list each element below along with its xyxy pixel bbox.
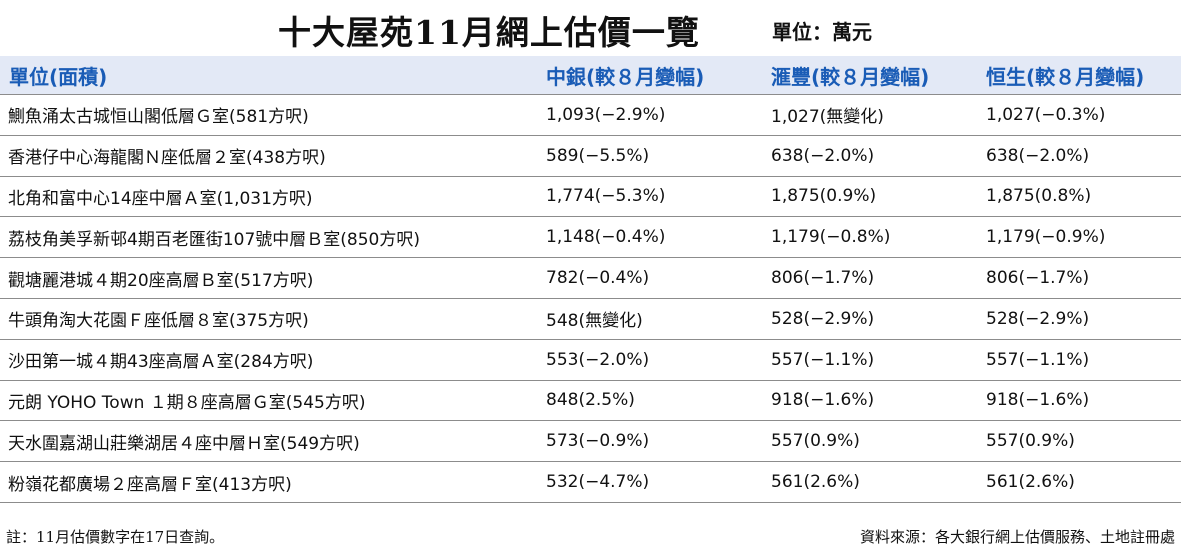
unit-cell: 粉嶺花都廣場２座高層Ｆ室(413方呎) — [8, 474, 292, 495]
table-row: 牛頭角淘大花園Ｆ座低層８室(375方呎) 548(無變化) 528(−2.9%)… — [0, 299, 1181, 340]
unit-cell: 荔枝角美孚新邨4期百老匯街107號中層Ｂ室(850方呎) — [8, 229, 420, 250]
boc-cell: 573(−0.9%) — [546, 431, 650, 452]
hang-seng-cell: 1,027(−0.3%) — [986, 104, 1106, 125]
boc-cell: 532(−4.7%) — [546, 472, 650, 493]
footer: 註：11月估價數字在17日查詢。 資料來源：各大銀行網上估價服務、土地註冊處 — [0, 516, 1181, 557]
unit-cell: 天水圍嘉湖山莊樂湖居４座中層Ｈ室(549方呎) — [8, 433, 360, 454]
boc-cell: 548(無變化) — [546, 311, 643, 332]
header-hsbc: 滙豐(較８月變幅) — [771, 64, 930, 89]
unit-cell: 觀塘麗港城４期20座高層Ｂ室(517方呎) — [8, 270, 314, 291]
boc-cell: 589(−5.5%) — [546, 145, 650, 166]
unit-cell: 北角和富中心14座中層Ａ室(1,031方呎) — [8, 188, 313, 209]
title-row: 十大屋苑11月網上估價一覽 單位：萬元 — [0, 0, 1181, 56]
table-row: 北角和富中心14座中層Ａ室(1,031方呎) 1,774(−5.3%) 1,87… — [0, 177, 1181, 218]
boc-cell: 782(−0.4%) — [546, 268, 650, 289]
unit-cell: 香港仔中心海龍閣Ｎ座低層２室(438方呎) — [8, 148, 326, 169]
hsbc-cell: 918(−1.6%) — [771, 390, 875, 411]
table-row: 荔枝角美孚新邨4期百老匯街107號中層Ｂ室(850方呎) 1,148(−0.4%… — [0, 217, 1181, 259]
hang-seng-cell: 1,875(0.8%) — [986, 186, 1092, 207]
header-boc: 中銀(較８月變幅) — [546, 64, 705, 89]
table-row: 元朗 YOHO Town １期８座高層Ｇ室(545方呎) 848(2.5%) 9… — [0, 381, 1181, 422]
boc-cell: 1,093(−2.9%) — [546, 104, 666, 125]
hang-seng-cell: 806(−1.7%) — [986, 268, 1090, 289]
table-row: 沙田第一城４期43座高層Ａ室(284方呎) 553(−2.0%) 557(−1.… — [0, 340, 1181, 381]
unit-label: 單位：萬元 — [772, 20, 872, 44]
hang-seng-cell: 557(−1.1%) — [986, 349, 1090, 370]
unit-cell: 鰂魚涌太古城恒山閣低層Ｇ室(581方呎) — [8, 107, 309, 128]
header-hang-seng: 恒生(較８月變幅) — [986, 64, 1145, 89]
header-unit-area: 單位(面積) — [9, 64, 108, 89]
hang-seng-cell: 918(−1.6%) — [986, 390, 1090, 411]
hsbc-cell: 561(2.6%) — [771, 472, 860, 493]
source-note: 資料來源：各大銀行網上估價服務、土地註冊處 — [859, 528, 1175, 546]
hsbc-cell: 638(−2.0%) — [771, 145, 875, 166]
hang-seng-cell: 638(−2.0%) — [986, 145, 1090, 166]
boc-cell: 553(−2.0%) — [546, 349, 650, 370]
hang-seng-cell: 561(2.6%) — [986, 472, 1075, 493]
table-row: 香港仔中心海龍閣Ｎ座低層２室(438方呎) 589(−5.5%) 638(−2.… — [0, 136, 1181, 177]
hsbc-cell: 528(−2.9%) — [771, 308, 875, 329]
table-row: 粉嶺花都廣場２座高層Ｆ室(413方呎) 532(−4.7%) 561(2.6%)… — [0, 462, 1181, 503]
valuation-table: 單位(面積) 中銀(較８月變幅) 滙豐(較８月變幅) 恒生(較８月變幅) 鰂魚涌… — [0, 56, 1181, 503]
hsbc-cell: 1,027(無變化) — [771, 107, 884, 128]
boc-cell: 848(2.5%) — [546, 390, 635, 411]
hang-seng-cell: 557(0.9%) — [986, 431, 1075, 452]
hsbc-cell: 1,875(0.9%) — [771, 186, 877, 207]
page-title: 十大屋苑11月網上估價一覽 — [278, 13, 700, 52]
table-row: 天水圍嘉湖山莊樂湖居４座中層Ｈ室(549方呎) 573(−0.9%) 557(0… — [0, 421, 1181, 463]
hsbc-cell: 1,179(−0.8%) — [771, 227, 891, 248]
hsbc-cell: 806(−1.7%) — [771, 268, 875, 289]
table-header: 單位(面積) 中銀(較８月變幅) 滙豐(較８月變幅) 恒生(較８月變幅) — [0, 56, 1181, 95]
unit-cell: 元朗 YOHO Town １期８座高層Ｇ室(545方呎) — [8, 392, 366, 413]
unit-cell: 牛頭角淘大花園Ｆ座低層８室(375方呎) — [8, 311, 309, 332]
hang-seng-cell: 1,179(−0.9%) — [986, 227, 1106, 248]
table-row: 鰂魚涌太古城恒山閣低層Ｇ室(581方呎) 1,093(−2.9%) 1,027(… — [0, 95, 1181, 136]
hsbc-cell: 557(−1.1%) — [771, 349, 875, 370]
footnote: 註：11月估價數字在17日查詢。 — [6, 528, 225, 546]
table-row: 觀塘麗港城４期20座高層Ｂ室(517方呎) 782(−0.4%) 806(−1.… — [0, 258, 1181, 299]
boc-cell: 1,148(−0.4%) — [546, 227, 666, 248]
hang-seng-cell: 528(−2.9%) — [986, 308, 1090, 329]
boc-cell: 1,774(−5.3%) — [546, 186, 666, 207]
unit-cell: 沙田第一城４期43座高層Ａ室(284方呎) — [8, 352, 314, 373]
hsbc-cell: 557(0.9%) — [771, 431, 860, 452]
